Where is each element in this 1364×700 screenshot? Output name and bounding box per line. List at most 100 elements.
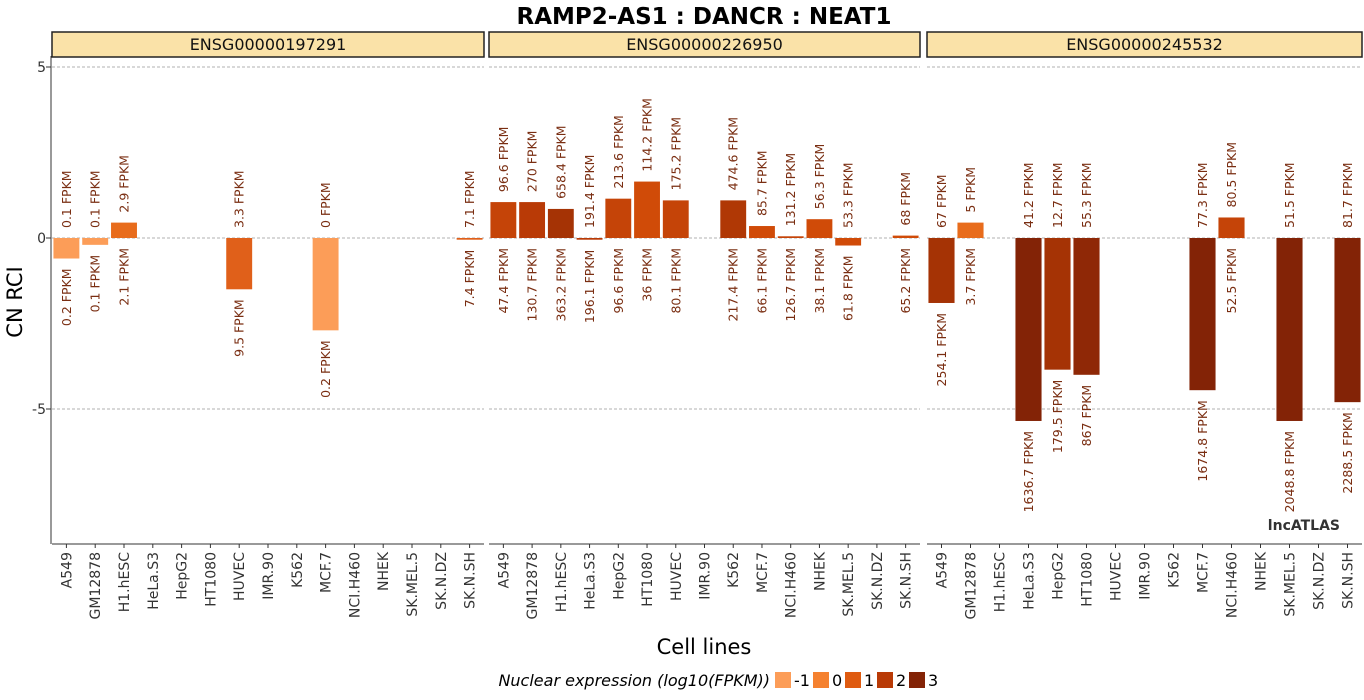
bar-label-bottom: 38.1 FPKM bbox=[812, 248, 827, 314]
bar-label-top: 85.7 FPKM bbox=[754, 151, 769, 217]
panel-strip bbox=[488, 31, 921, 58]
legend: Nuclear expression (log10(FPKM)) -1 0 1 2 3 bbox=[498, 671, 938, 690]
panel-gene-label: ENSG00000197291 bbox=[190, 35, 347, 54]
bar-label-top: 114.2 FPKM bbox=[640, 98, 655, 171]
bar-label-top: 68 FPKM bbox=[898, 172, 913, 226]
x-tick-label: SK.N.SH bbox=[463, 552, 479, 609]
x-tick-label: NHEK bbox=[376, 551, 392, 591]
bar-label-bottom: 7.4 FPKM bbox=[462, 250, 477, 308]
bar-label-top: 213.6 FPKM bbox=[611, 115, 626, 188]
bar bbox=[490, 202, 517, 238]
legend-swatch bbox=[813, 672, 829, 688]
bar-label-bottom: 254.1 FPKM bbox=[934, 313, 949, 386]
bar bbox=[312, 238, 339, 331]
bar bbox=[1218, 217, 1245, 238]
bar-label-bottom: 1636.7 FPKM bbox=[1021, 431, 1036, 512]
bar-label-top: 2.9 FPKM bbox=[117, 155, 132, 213]
y-axis: 5 0 -5 bbox=[32, 56, 52, 544]
bar-label-bottom: 66.1 FPKM bbox=[754, 248, 769, 314]
bar-label-top: 0.1 FPKM bbox=[59, 170, 74, 228]
x-tick-label: GM12878 bbox=[964, 552, 980, 619]
x-tick-label: SK.MEL.5 bbox=[405, 552, 421, 617]
legend-label: 1 bbox=[864, 671, 874, 690]
legend-item: -1 bbox=[775, 671, 810, 690]
bar-label-bottom: 80.1 FPKM bbox=[668, 248, 683, 314]
watermark-lncatlas: lncATLAS bbox=[1268, 518, 1340, 534]
x-tick-label: MCF.7 bbox=[319, 552, 335, 593]
x-tick-label: MCF.7 bbox=[1196, 552, 1212, 593]
panel-1: ENSG00000226950 A549 GM12878 H1.hESC HeLa.S3… bbox=[488, 31, 921, 619]
bar-label-top: 80.5 FPKM bbox=[1224, 142, 1239, 208]
bar bbox=[1044, 238, 1071, 370]
legend-label: 0 bbox=[832, 671, 842, 690]
panel-strip bbox=[926, 31, 1363, 58]
bar bbox=[1334, 238, 1361, 403]
x-tick-label: A549 bbox=[496, 552, 512, 588]
x-tick-label: A549 bbox=[59, 552, 75, 588]
y-axis-label: CN RCI bbox=[3, 266, 27, 337]
bar-label-top: 658.4 FPKM bbox=[553, 125, 568, 198]
x-tick-label: HUVEC bbox=[1109, 552, 1125, 601]
panel-gene-label: ENSG00000226950 bbox=[626, 35, 783, 54]
bar bbox=[928, 238, 955, 303]
panels: 5 0 -5 ENSG00000197291 A549 GM12878 H1.hESC HeL… bbox=[32, 31, 1363, 619]
x-tick-label: HUVEC bbox=[232, 552, 248, 601]
y-tick-label: 5 bbox=[37, 60, 46, 76]
bar-label-bottom: 363.2 FPKM bbox=[553, 248, 568, 321]
legend-label: 2 bbox=[896, 671, 906, 690]
bar-label-top: 191.4 FPKM bbox=[582, 155, 597, 228]
bar-label-top: 53.3 FPKM bbox=[841, 162, 856, 228]
bar-label-bottom: 3.7 FPKM bbox=[963, 248, 978, 306]
bar-label-bottom: 47.4 FPKM bbox=[496, 248, 511, 314]
bar-label-bottom: 61.8 FPKM bbox=[841, 256, 856, 322]
x-tick-label: SK.N.DZ bbox=[870, 552, 886, 610]
bar-label-top: 81.7 FPKM bbox=[1340, 162, 1355, 228]
bar bbox=[957, 222, 984, 238]
bar-label-top: 56.3 FPKM bbox=[812, 144, 827, 210]
x-tick-label: HeLa.S3 bbox=[1022, 552, 1038, 610]
y-tick-label: 0 bbox=[37, 231, 46, 247]
y-tick-label: -5 bbox=[32, 402, 46, 418]
bar-label-top: 0.1 FPKM bbox=[88, 170, 103, 228]
bar-label-bottom: 2288.5 FPKM bbox=[1340, 412, 1355, 493]
x-tick-label: A549 bbox=[935, 552, 951, 588]
x-tick-label: NCI.H460 bbox=[347, 552, 363, 618]
x-tick-label: HepG2 bbox=[175, 552, 191, 600]
bar bbox=[634, 181, 660, 238]
panel-2: ENSG00000245532 A549 GM12878 H1.hESC HeLa.S3… bbox=[926, 31, 1363, 619]
bar-label-top: 0 FPKM bbox=[318, 182, 333, 228]
panel-gene-label: ENSG00000245532 bbox=[1066, 35, 1223, 54]
bar-label-bottom: 52.5 FPKM bbox=[1224, 248, 1239, 314]
x-axis-label: Cell lines bbox=[657, 635, 752, 659]
bar bbox=[806, 219, 833, 238]
bar-label-top: 12.7 FPKM bbox=[1050, 162, 1065, 228]
legend-item: 1 bbox=[845, 671, 874, 690]
bar-label-top: 175.2 FPKM bbox=[668, 117, 683, 190]
bar-label-bottom: 36 FPKM bbox=[640, 248, 655, 302]
x-tick-label: GM12878 bbox=[88, 552, 104, 619]
legend-item: 0 bbox=[813, 671, 842, 690]
legend-label: 3 bbox=[928, 671, 938, 690]
bar bbox=[226, 238, 253, 290]
x-tick-label: NHEK bbox=[812, 551, 828, 591]
x-tick-label: H1.hESC bbox=[554, 552, 570, 612]
bar bbox=[1073, 238, 1100, 375]
x-tick-label: HT1080 bbox=[203, 552, 219, 607]
x-tick-label: K562 bbox=[726, 552, 742, 588]
bar-label-bottom: 2048.8 FPKM bbox=[1282, 431, 1297, 512]
bar bbox=[456, 238, 483, 240]
bar-label-top: 67 FPKM bbox=[934, 174, 949, 228]
x-tick-label: H1.hESC bbox=[117, 552, 133, 612]
bar bbox=[749, 226, 775, 238]
bar-label-bottom: 0.2 FPKM bbox=[59, 269, 74, 327]
legend-swatch bbox=[877, 672, 893, 688]
x-tick-label: H1.hESC bbox=[993, 552, 1009, 612]
bar-label-bottom: 0.2 FPKM bbox=[318, 340, 333, 398]
x-tick-label: HT1080 bbox=[1080, 552, 1096, 607]
bar bbox=[605, 198, 632, 238]
bar-label-bottom: 179.5 FPKM bbox=[1050, 380, 1065, 453]
bar-label-bottom: 217.4 FPKM bbox=[726, 248, 741, 321]
x-tick-label: NCI.H460 bbox=[784, 552, 800, 618]
bar bbox=[547, 208, 574, 238]
x-tick-label: K562 bbox=[1167, 552, 1183, 588]
